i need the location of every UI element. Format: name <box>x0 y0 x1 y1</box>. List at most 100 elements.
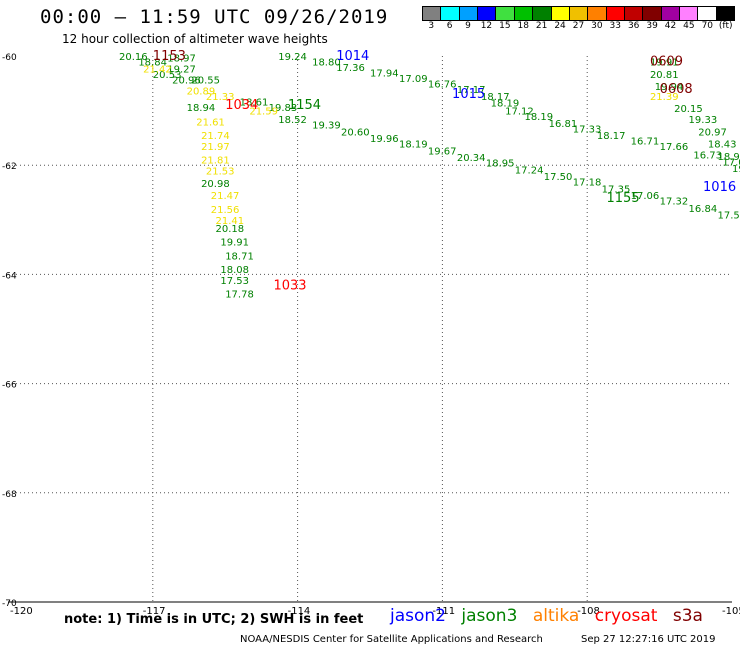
y-tick-label: -64 <box>2 271 17 281</box>
scale-label: 21 <box>535 21 548 31</box>
pass-id-label: 1015 <box>452 87 485 102</box>
wave-height-value: 19.94 <box>655 82 684 93</box>
wave-height-value: 19.21 <box>732 164 740 175</box>
scale-label: 12 <box>480 21 493 31</box>
wave-height-value: 18.95 <box>486 158 515 169</box>
scale-label: 39 <box>646 21 658 31</box>
wave-height-value: 18.08 <box>220 265 249 276</box>
chart-title: 00:00 – 11:59 UTC 09/26/2019 <box>40 6 389 28</box>
scale-swatch <box>423 7 442 20</box>
scale-swatch <box>606 7 625 20</box>
wave-height-value: 17.35 <box>602 185 631 196</box>
wave-height-value: 17.18 <box>573 178 602 189</box>
wave-height-value: 17.09 <box>722 157 740 168</box>
wave-height-value: 17.94 <box>370 68 399 79</box>
wave-height-value: 21.42 <box>143 65 172 76</box>
scale-label: (ft) <box>718 21 733 31</box>
scale-label: 18 <box>517 21 529 31</box>
scale-label: 3 <box>428 21 435 31</box>
wave-height-value: 19.67 <box>428 146 457 157</box>
wave-height-value: 21.41 <box>216 216 245 227</box>
wave-height-value: 21.56 <box>211 205 240 216</box>
scale-swatch <box>441 7 460 20</box>
y-tick-label: -68 <box>2 490 17 500</box>
wave-height-value: 19.91 <box>220 238 249 249</box>
wave-height-value: 21.74 <box>201 131 230 142</box>
wave-height-value: 21.33 <box>206 92 235 103</box>
wave-height-value: 19.96 <box>370 134 399 145</box>
scale-swatch <box>496 7 515 20</box>
wave-height-value: 18.80 <box>312 57 341 68</box>
scale-label: 6 <box>446 21 453 31</box>
pass-id-label: 1033 <box>273 278 306 293</box>
wave-height-value: 17.36 <box>336 63 365 74</box>
wave-height-value: 20.15 <box>674 104 703 115</box>
wave-height-value: 18.43 <box>708 139 737 150</box>
wave-height-value: 18.71 <box>225 251 254 262</box>
wave-height-value: 19.83 <box>269 103 298 114</box>
wave-height-value: 20.98 <box>201 179 230 190</box>
legend-item-jason3: jason3 <box>461 606 518 626</box>
legend-item-altika: altika <box>532 606 580 626</box>
y-tick-label: -66 <box>2 381 17 391</box>
wave-height-value: 16.71 <box>631 137 660 148</box>
chart-subtitle: 12 hour collection of altimeter wave hei… <box>62 32 328 46</box>
wave-height-value: 21.97 <box>201 142 230 153</box>
pass-id-label: 1154 <box>288 98 321 113</box>
credit-line: NOAA/NESDIS Center for Satellite Applica… <box>240 634 543 645</box>
wave-height-value: 20.55 <box>191 75 220 86</box>
scale-label: 33 <box>609 21 621 31</box>
wave-height-value: 18.17 <box>481 92 510 103</box>
wave-height-value: 17.09 <box>399 74 428 85</box>
scale-swatch <box>514 7 534 20</box>
wave-height-value: 18.84 <box>138 57 167 68</box>
wave-height-value: 18.97 <box>167 54 196 65</box>
scale-label: 27 <box>572 21 585 31</box>
color-scale-boxes <box>422 6 735 21</box>
y-tick-label: -60 <box>2 53 17 63</box>
wave-height-value: 18.17 <box>597 131 626 142</box>
scale-label: 15 <box>499 21 511 31</box>
wave-height-value: 21.39 <box>650 92 679 103</box>
pass-id-label: 1014 <box>336 49 369 64</box>
scale-swatch <box>478 7 497 20</box>
wave-height-value: 19.24 <box>278 52 307 63</box>
wave-height-value: 17.56 <box>718 210 740 221</box>
wave-height-value: 17.24 <box>515 166 544 177</box>
x-tick-label: -108 <box>577 606 600 617</box>
wave-height-value: 16.73 <box>693 150 722 161</box>
scale-label: 70 <box>701 21 714 31</box>
legend-item-jason2: jason2 <box>390 606 446 626</box>
wave-height-value: 16.76 <box>428 79 457 90</box>
wave-height-value: 17.33 <box>573 125 602 136</box>
wave-height-value: 21.81 <box>201 156 230 167</box>
scale-swatch <box>588 7 607 20</box>
wave-height-value: 20.18 <box>216 224 245 235</box>
legend-item-cryosat: cryosat <box>594 606 658 626</box>
x-tick-label: -117 <box>143 606 166 617</box>
wave-height-value: 20.60 <box>341 127 370 138</box>
wave-height-value: 16.81 <box>549 119 578 130</box>
wave-height-value: 20.89 <box>187 86 216 97</box>
wave-height-value: 17.12 <box>505 107 534 118</box>
color-scale: 3 6 9 12 15 18 21 24 27 30 33 36 39 42 45 70 (ft) <box>422 6 735 34</box>
pass-id-label: 1153 <box>153 49 186 64</box>
scale-label: 24 <box>554 21 566 31</box>
scale-swatch <box>624 7 644 20</box>
wave-height-value: 20.34 <box>457 153 486 164</box>
wave-height-value: 17.17 <box>457 85 486 96</box>
generation-timestamp: Sep 27 12:27:16 UTC 2019 <box>581 634 716 645</box>
scale-swatch <box>533 7 552 20</box>
wave-height-value: 18.94 <box>718 152 740 163</box>
scale-swatch <box>698 7 717 20</box>
pass-id-label: 1016 <box>703 180 736 195</box>
wave-height-value: 17.78 <box>225 290 254 301</box>
x-tick-label: -120 <box>10 606 33 617</box>
wave-height-value: 17.32 <box>660 197 689 208</box>
scale-swatch <box>569 7 589 20</box>
scale-swatch <box>459 7 479 20</box>
wave-height-value: 18.19 <box>524 112 553 123</box>
wave-height-value: 21.53 <box>206 167 235 178</box>
wave-height-value: 18.94 <box>187 103 216 114</box>
